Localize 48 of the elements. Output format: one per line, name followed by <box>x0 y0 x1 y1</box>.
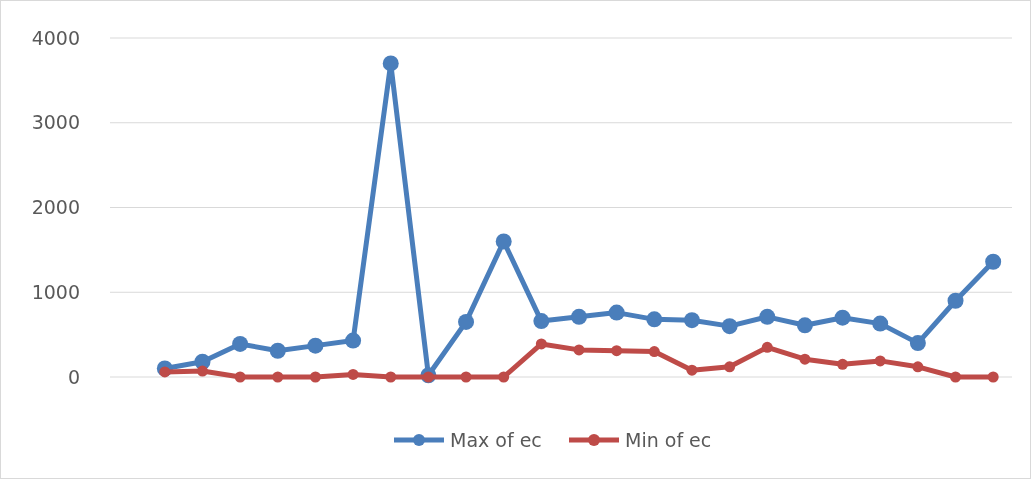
point <box>761 341 773 353</box>
point <box>987 371 999 383</box>
point <box>345 332 362 349</box>
y-tick-label: 4000 <box>31 26 80 49</box>
point <box>909 335 926 352</box>
point <box>834 309 851 326</box>
point <box>309 371 321 383</box>
point <box>721 318 738 335</box>
legend-label: Max of ec <box>450 428 542 451</box>
point <box>460 371 472 383</box>
point <box>912 361 924 373</box>
point <box>573 344 585 356</box>
point <box>385 371 397 383</box>
point <box>683 312 700 329</box>
point <box>837 358 849 370</box>
y-tick-label: 0 <box>67 365 80 388</box>
point <box>950 371 962 383</box>
point <box>307 337 324 354</box>
point <box>269 342 286 359</box>
point <box>535 338 547 350</box>
point <box>947 292 964 309</box>
point <box>985 253 1002 270</box>
point <box>874 355 886 367</box>
point <box>611 345 623 357</box>
point <box>796 317 813 334</box>
point <box>232 335 249 352</box>
y-tick-label: 2000 <box>31 196 80 219</box>
point <box>533 313 550 330</box>
legend-label: Min of ec <box>625 428 712 451</box>
point <box>347 368 359 380</box>
point <box>272 371 284 383</box>
point <box>686 364 698 376</box>
point <box>458 313 475 330</box>
point <box>872 315 889 332</box>
point <box>234 371 246 383</box>
y-tick-label: 1000 <box>31 280 80 303</box>
point <box>498 371 510 383</box>
point <box>571 308 587 325</box>
point <box>495 233 512 250</box>
point <box>196 365 208 377</box>
point <box>799 353 811 365</box>
point <box>724 361 736 373</box>
point <box>608 304 625 321</box>
point <box>648 346 660 358</box>
point <box>382 55 399 72</box>
point <box>759 308 776 325</box>
point <box>646 311 663 328</box>
y-tick-label: 3000 <box>31 111 80 134</box>
